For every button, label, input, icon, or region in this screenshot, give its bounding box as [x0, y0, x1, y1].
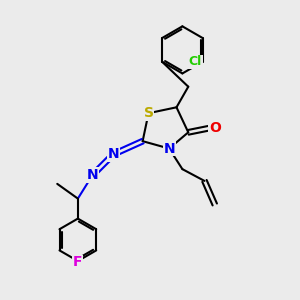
Text: O: O: [209, 121, 221, 135]
Text: F: F: [73, 256, 83, 269]
Text: Cl: Cl: [189, 55, 202, 68]
Text: N: N: [163, 142, 175, 155]
Text: N: N: [107, 147, 119, 161]
Text: N: N: [87, 168, 98, 182]
Text: S: S: [143, 106, 154, 120]
